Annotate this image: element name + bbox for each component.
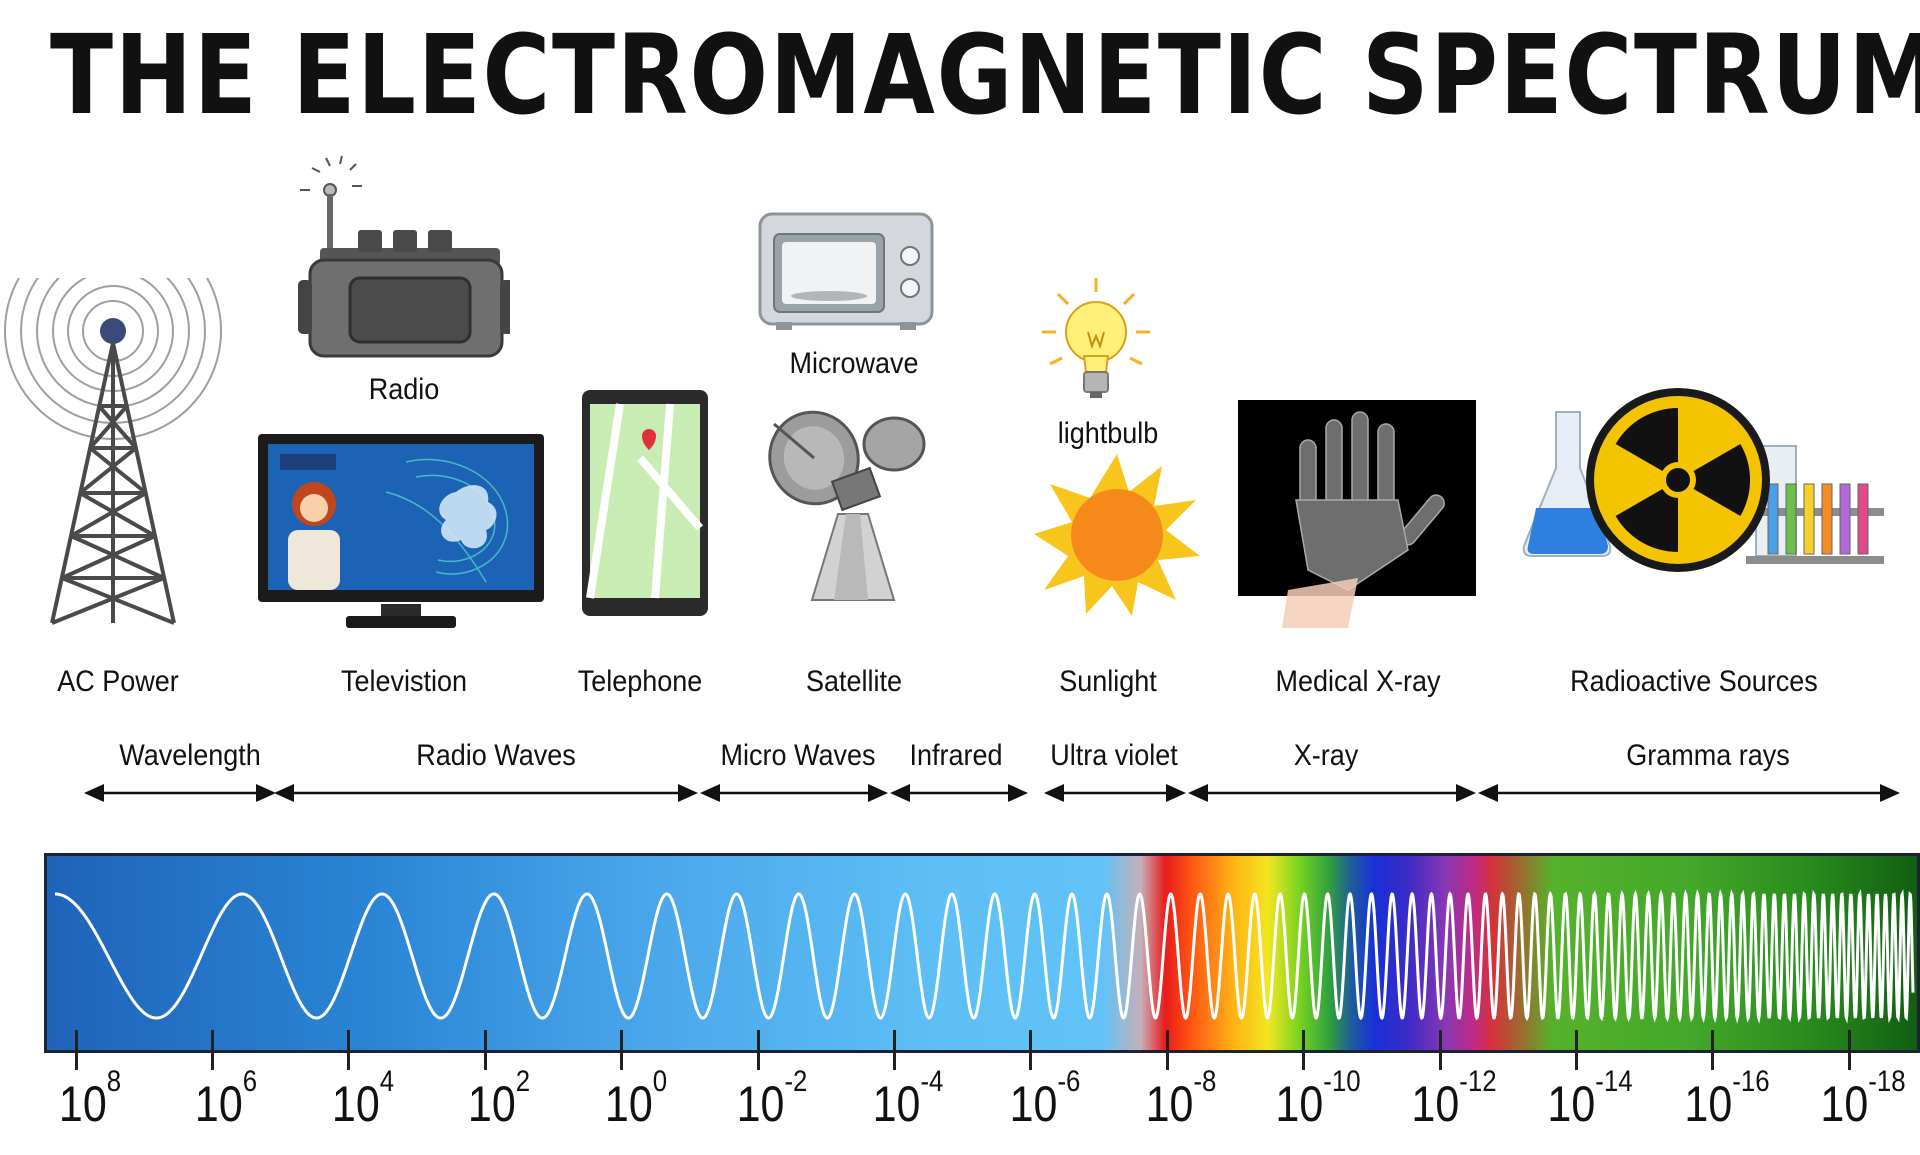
scale-tick (210, 1030, 214, 1070)
scale-label: 10-2 (736, 1065, 808, 1134)
scale-label-exponent: -8 (1193, 1065, 1217, 1098)
scale-label-base: 10 (1275, 1076, 1323, 1132)
scale-tick (892, 1030, 896, 1070)
band-label-xray: X-ray (1293, 739, 1359, 772)
scale-label-base: 10 (1145, 1076, 1194, 1132)
scale-label-base: 10 (872, 1076, 921, 1132)
spectrum-bar (44, 853, 1920, 1053)
band-label-wavelength: Wavelength (119, 739, 261, 772)
scale-label-base: 10 (1684, 1076, 1733, 1132)
scale-tick (1302, 1030, 1306, 1070)
scale-label: 106 (195, 1065, 257, 1134)
sun-icon (1034, 454, 1200, 616)
scale-label-base: 10 (58, 1076, 107, 1132)
band-label-gamma-rays: Gramma rays (1626, 739, 1790, 772)
band-label-micro-waves: Micro Waves (720, 739, 876, 772)
scale-label-exponent: -16 (1732, 1065, 1770, 1098)
microwave-icon (758, 212, 934, 330)
scale-tick (1438, 1030, 1442, 1070)
radio-icon (298, 155, 510, 358)
label-radio: Radio (368, 373, 440, 406)
label-microwave: Microwave (789, 347, 919, 380)
scale-label-exponent: -6 (1057, 1065, 1081, 1098)
scale-tick (74, 1030, 78, 1070)
scale-label-base: 10 (331, 1076, 380, 1132)
scale-label-exponent: 8 (106, 1065, 122, 1098)
scale-label-base: 10 (468, 1076, 516, 1132)
label-television: Televistion (340, 665, 468, 698)
scale-label-exponent: -4 (920, 1065, 944, 1098)
band-arrow-radio-waves (274, 784, 698, 802)
scale-label: 10-18 (1820, 1065, 1906, 1134)
scale-label-base: 10 (604, 1076, 653, 1132)
scale-label: 10-4 (872, 1065, 944, 1134)
scale-label-base: 10 (1820, 1076, 1869, 1132)
scale-label-base: 10 (1547, 1076, 1596, 1132)
label-sunlight: Sunlight (1059, 665, 1157, 698)
scale-tick (1574, 1030, 1578, 1070)
scale-label: 10-10 (1275, 1065, 1360, 1134)
scale-label-base: 10 (1009, 1076, 1058, 1132)
label-ac-power: AC Power (57, 665, 179, 698)
scale-tick (1165, 1030, 1169, 1070)
label-lightbulb: lightbulb (1057, 417, 1159, 450)
radio-tower-icon (4, 278, 222, 625)
scale-label-base: 10 (195, 1076, 244, 1132)
satellite-dish-icon (768, 410, 926, 601)
band-label-ultra-violet: Ultra violet (1050, 739, 1178, 772)
scale-tick (347, 1030, 351, 1070)
label-medical-xray: Medical X-ray (1275, 665, 1441, 698)
scale-tick (483, 1030, 487, 1070)
band-arrow-gamma-rays (1478, 784, 1900, 802)
scale-label-base: 10 (736, 1076, 785, 1132)
scale-label-exponent: 2 (515, 1065, 531, 1098)
scale-tick (620, 1030, 624, 1070)
scale-label: 10-8 (1145, 1065, 1217, 1134)
label-satellite: Satellite (805, 665, 903, 698)
scale-label: 10-14 (1547, 1065, 1633, 1134)
scale-tick (1029, 1030, 1033, 1070)
band-arrow-micro-waves (700, 784, 888, 802)
scale-label: 10-6 (1009, 1065, 1080, 1134)
band-label-radio-waves: Radio Waves (416, 739, 576, 772)
scale-label-exponent: 6 (243, 1065, 258, 1098)
wave-curve (55, 888, 1915, 1024)
scale-label-exponent: -10 (1322, 1065, 1361, 1098)
band-arrow-infrared (890, 784, 1028, 802)
phone-icon (582, 390, 708, 616)
scale-label: 100 (604, 1065, 666, 1134)
scale-label-exponent: -14 (1595, 1065, 1633, 1098)
scale-label-exponent: -2 (784, 1065, 808, 1098)
scale-label: 10-12 (1411, 1065, 1496, 1134)
band-arrow-ultra-violet (1044, 784, 1186, 802)
xray-hand-icon (1238, 400, 1476, 628)
scale-label: 104 (331, 1065, 394, 1134)
scale-label-base: 10 (1411, 1076, 1460, 1132)
scale-label-exponent: -12 (1459, 1065, 1497, 1098)
scale-label-exponent: -18 (1868, 1065, 1906, 1098)
scale-label-exponent: 0 (652, 1065, 667, 1098)
band-arrow-xray (1188, 784, 1476, 802)
page-title: THE ELECTROMAGNETIC SPECTRUM (50, 11, 1920, 139)
scale-label: 108 (58, 1065, 121, 1134)
scale-tick (756, 1030, 760, 1070)
television-icon (258, 434, 544, 628)
label-telephone: Telephone (577, 665, 703, 698)
label-radioactive-sources: Radioactive Sources (1570, 665, 1818, 698)
scale-label-exponent: 4 (379, 1065, 394, 1098)
scale-label: 10-16 (1684, 1065, 1769, 1134)
lightbulb-icon (1042, 278, 1150, 398)
band-arrow-wavelength (84, 784, 276, 802)
scale-label: 102 (468, 1065, 530, 1134)
radiation-icon (1522, 388, 1884, 572)
scale-tick (1847, 1030, 1851, 1070)
band-label-infrared: Infrared (909, 739, 1003, 772)
scale-tick (1711, 1030, 1715, 1070)
